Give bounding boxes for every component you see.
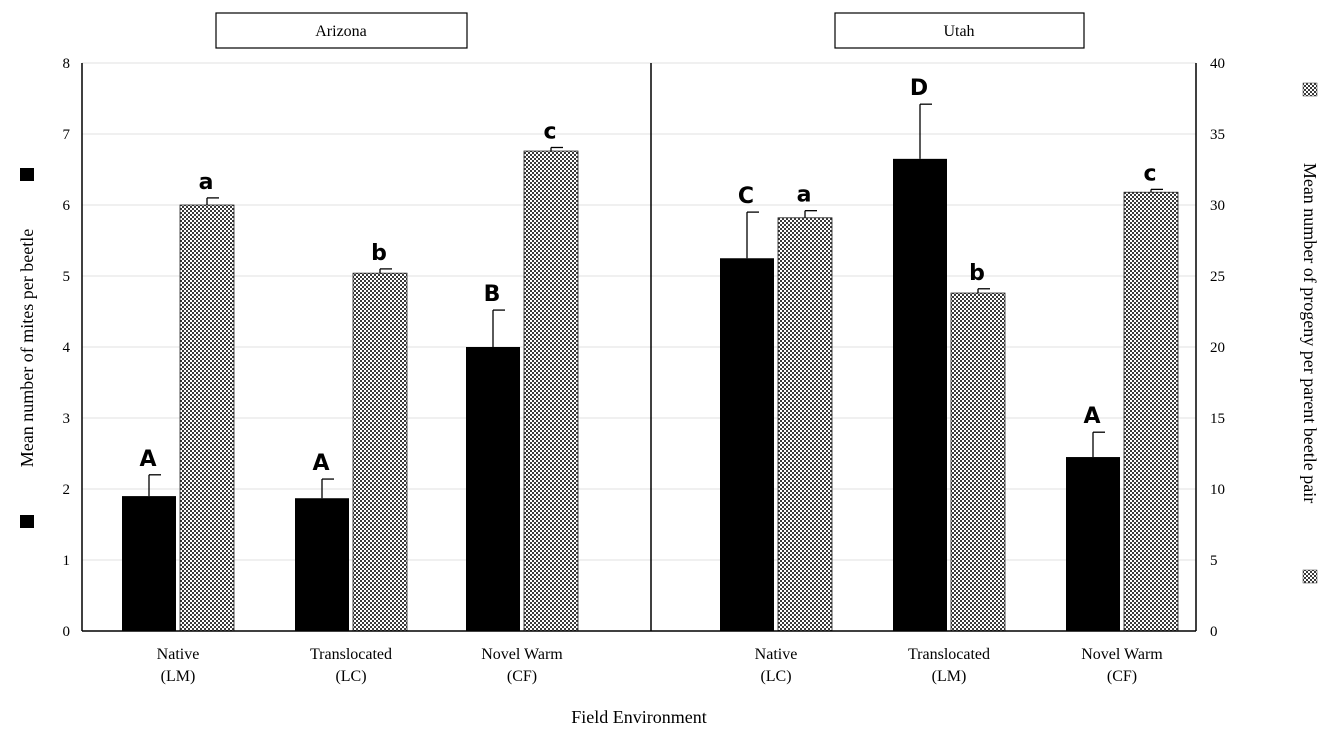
significance-letter-progeny: b xyxy=(371,241,387,266)
significance-letter-mites: D xyxy=(910,76,928,101)
significance-letter-progeny: c xyxy=(1143,161,1156,186)
left-legend-swatch-bottom xyxy=(20,515,34,528)
bar-mites xyxy=(466,347,520,631)
y-tick-label-left: 5 xyxy=(63,269,71,285)
right-legend-swatch-bottom xyxy=(1302,569,1318,584)
y-tick-label-left: 7 xyxy=(63,127,71,143)
y-tick-label-right: 40 xyxy=(1210,56,1225,72)
y-tick-label-left: 6 xyxy=(63,198,71,214)
y-tick-label-left: 3 xyxy=(63,411,71,427)
bar-mites xyxy=(893,158,947,631)
bar-mites xyxy=(295,498,349,631)
category-labels: Native (LM) Translocated (LC) Novel Warm (CF)… xyxy=(157,646,1164,685)
significance-letter-progeny: b xyxy=(969,261,985,286)
axis-titles: Field Environment Mean number of mites p… xyxy=(17,82,1320,727)
significance-letter-mites: A xyxy=(312,451,329,476)
panel-title-box-utah xyxy=(834,12,1085,49)
bar-mites xyxy=(1066,457,1120,631)
gridlines xyxy=(82,62,1196,561)
x-tick-label-sub: (LM) xyxy=(932,668,967,685)
y-tick-label-left: 4 xyxy=(63,340,71,356)
y-tick-label-right: 35 xyxy=(1210,127,1225,143)
y-tick-label-right: 0 xyxy=(1210,624,1218,640)
y-axis-title-left: Mean number of mites per beetle xyxy=(17,229,37,467)
significance-letter-mites: B xyxy=(484,282,501,307)
significance-letter-progeny: a xyxy=(199,170,214,195)
panel-title-utah: Utah xyxy=(943,23,974,40)
x-tick-label: Novel Warm xyxy=(1081,646,1163,663)
axes xyxy=(81,63,1197,632)
bar-progeny xyxy=(777,217,833,632)
y-tick-label-left: 2 xyxy=(63,482,71,498)
y-tick-label-right: 30 xyxy=(1210,198,1225,214)
y-tick-label-right: 10 xyxy=(1210,482,1225,498)
x-tick-label: Novel Warm xyxy=(481,646,563,663)
significance-letter-mites: C xyxy=(738,184,754,209)
x-tick-label-sub: (LC) xyxy=(760,668,791,685)
bar-mites xyxy=(720,258,774,631)
y-axis-title-right: Mean number of progeny per parent beetle… xyxy=(1300,163,1320,503)
y-tick-label-right: 5 xyxy=(1210,553,1218,569)
panel-title-box-arizona xyxy=(215,12,468,49)
bar-mites xyxy=(122,496,176,631)
panel-titles: Arizona Utah xyxy=(215,12,1085,49)
bar-progeny xyxy=(523,150,579,632)
x-tick-label-sub: (CF) xyxy=(1107,668,1137,685)
bar-progeny xyxy=(950,292,1006,632)
bar-progeny xyxy=(352,272,408,632)
left-legend-swatch-top xyxy=(20,168,34,181)
x-axis-title: Field Environment xyxy=(571,707,706,727)
panel-title-arizona: Arizona xyxy=(315,23,367,40)
bar-progeny xyxy=(179,204,235,632)
x-tick-label: Translocated xyxy=(310,646,392,663)
bar-progeny xyxy=(1123,191,1179,632)
significance-letter-mites: A xyxy=(1083,404,1100,429)
bars: Aa Ab Bc C a Db Ac xyxy=(122,76,1179,632)
tick-labels: 0 1 2 3 4 5 6 7 8 0 5 10 15 20 25 30 35 40 xyxy=(63,56,1226,640)
x-tick-label: Translocated xyxy=(908,646,990,663)
y-tick-label-right: 25 xyxy=(1210,269,1225,285)
right-legend-swatch-top xyxy=(1302,82,1318,97)
x-tick-label-sub: (CF) xyxy=(507,668,537,685)
y-tick-label-right: 20 xyxy=(1210,340,1225,356)
y-tick-label-left: 8 xyxy=(63,56,71,72)
y-tick-label-left: 1 xyxy=(63,553,71,569)
x-tick-label-sub: (LC) xyxy=(335,668,366,685)
y-tick-label-left: 0 xyxy=(63,624,71,640)
x-tick-label-sub: (LM) xyxy=(161,668,196,685)
significance-letter-mites: A xyxy=(139,447,156,472)
x-tick-label: Native xyxy=(755,646,798,663)
significance-letter-progeny: c xyxy=(543,119,556,144)
y-tick-label-right: 15 xyxy=(1210,411,1225,427)
x-tick-label: Native xyxy=(157,646,200,663)
significance-letter-progeny: a xyxy=(797,183,812,208)
